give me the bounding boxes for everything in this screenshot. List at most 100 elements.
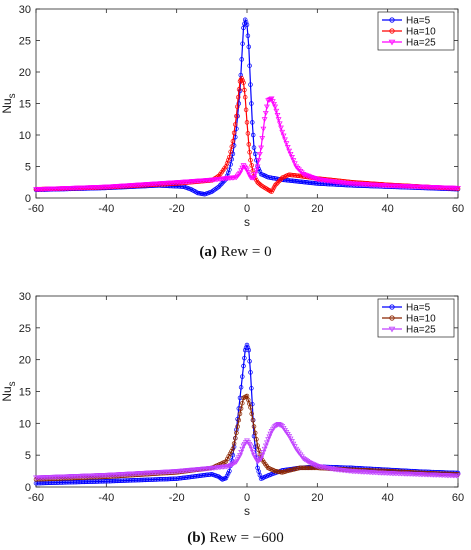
legend-swatch-marker [389, 304, 395, 310]
data-point [248, 157, 253, 163]
data-point [306, 180, 311, 185]
data-point [249, 450, 256, 455]
data-point [304, 465, 310, 471]
data-point [250, 120, 255, 125]
data-point [291, 444, 298, 450]
data-point [250, 417, 256, 423]
y-axis-label: Nus [0, 381, 18, 401]
data-point [303, 465, 308, 471]
data-point [127, 478, 133, 483]
data-point [227, 167, 232, 172]
series-ha-10 [33, 76, 461, 194]
data-point [273, 176, 279, 181]
data-point [273, 108, 280, 114]
data-point [110, 478, 115, 484]
data-point [283, 141, 290, 147]
data-point [307, 465, 313, 471]
data-point [278, 423, 284, 429]
data-point [279, 129, 286, 135]
data-point [253, 168, 260, 174]
data-point [192, 474, 198, 479]
data-point [286, 172, 292, 177]
data-point [249, 411, 254, 417]
data-point [275, 117, 282, 123]
data-point [198, 473, 204, 478]
data-point [138, 477, 143, 483]
data-point [79, 479, 84, 485]
data-point [72, 479, 78, 485]
caption-a-label: (a) [199, 244, 217, 260]
data-point [252, 151, 258, 157]
data-point [287, 436, 294, 442]
y-tick-label: 15 [19, 99, 31, 111]
x-tick-label: 40 [382, 203, 394, 215]
caption-b-label: (b) [187, 530, 206, 546]
data-point [85, 479, 90, 485]
data-point [260, 126, 267, 132]
data-point [306, 465, 311, 471]
caption-a-text: Rew = 0 [220, 244, 272, 260]
data-point [249, 163, 254, 168]
data-point [300, 465, 305, 471]
y-tick-label: 30 [19, 291, 31, 303]
legend-label: Ha=10 [406, 314, 436, 325]
legend-label: Ha=25 [406, 38, 436, 49]
data-point [312, 180, 317, 186]
data-point [102, 479, 108, 484]
data-point [227, 154, 232, 160]
y-tick-label: 30 [19, 4, 31, 16]
data-point [243, 107, 249, 113]
data-point [241, 80, 246, 85]
series-line [35, 395, 459, 480]
caption-b-text: Rew = −600 [209, 530, 284, 546]
data-point [235, 94, 241, 100]
x-tick-label: -40 [98, 492, 114, 504]
data-point [272, 104, 279, 110]
data-point [71, 479, 76, 485]
data-point [274, 113, 281, 118]
data-point [455, 185, 461, 191]
data-point [200, 473, 205, 478]
data-point [242, 355, 247, 361]
data-point [272, 183, 278, 188]
y-axis-label-subscript: s [7, 381, 18, 386]
data-point [234, 430, 239, 436]
data-point [274, 181, 279, 187]
data-point [287, 178, 292, 183]
x-axis-label: s [244, 215, 250, 229]
chart-panel-b: -60 -40 -20 0 20 40 60051015202530sNusHa=5Ha=1… [0, 291, 464, 518]
data-point [242, 87, 247, 93]
data-point [99, 479, 104, 484]
data-point [262, 110, 269, 117]
data-point [132, 478, 137, 483]
data-point [257, 169, 263, 174]
data-point [254, 437, 259, 442]
data-point [249, 101, 254, 106]
data-point [256, 447, 261, 453]
data-point [248, 405, 253, 410]
y-tick-label: 15 [19, 387, 31, 399]
data-point [313, 181, 319, 186]
data-point [278, 125, 284, 131]
data-point [248, 82, 253, 87]
data-point [238, 385, 244, 390]
data-point [124, 478, 129, 483]
data-point [191, 474, 196, 479]
data-point [260, 450, 267, 455]
data-point [236, 87, 242, 92]
y-tick-label: 25 [19, 323, 31, 335]
data-point [259, 136, 266, 142]
x-tick-label: 0 [244, 492, 250, 504]
data-point [149, 477, 154, 482]
data-point [276, 121, 283, 127]
data-point [455, 473, 461, 479]
data-point [292, 173, 298, 178]
data-point [286, 148, 293, 154]
data-point [237, 453, 243, 459]
data-point [74, 479, 79, 485]
data-point [160, 476, 165, 482]
data-point [227, 468, 232, 474]
data-point [179, 475, 184, 481]
series-line [35, 343, 459, 484]
